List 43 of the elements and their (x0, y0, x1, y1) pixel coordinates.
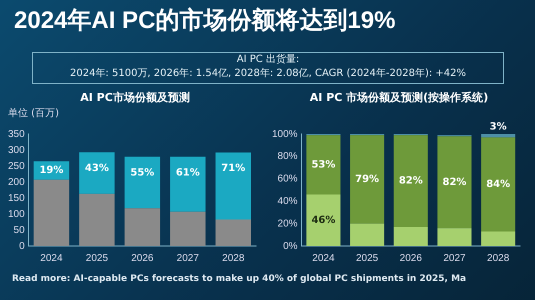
y-tick-label: 250 (8, 160, 26, 172)
x-tick-label: 2026 (131, 252, 154, 264)
text: Read more: AI-capable PCs forecasts to make up 40% of global PC shipments in 2025, Ma (12, 274, 466, 284)
y-tick-label: 100% (272, 128, 298, 140)
y-tick-label: 200 (8, 176, 26, 188)
data-label: 46% (311, 214, 336, 226)
y-tick-label: 0 (19, 240, 26, 252)
y-tick-label: 300 (8, 144, 26, 156)
y-tick-label: 150 (8, 192, 26, 204)
y-tick-label: 40% (278, 196, 298, 207)
x-tick-label: 2024 (312, 252, 335, 264)
annotation: 55% (130, 167, 154, 178)
text: 2024年: 5100万, 2026年: 1.54亿, 2028年: 2.08亿, CAGR (2024年-2028年): +42% (68, 67, 468, 81)
annotation: 19% (39, 165, 64, 176)
data-label: 79% (355, 174, 380, 185)
text: 2024年AI PC的市场份额将达到19% (14, 6, 396, 36)
data-label: 84% (486, 178, 510, 190)
data-label: 53% (311, 159, 336, 170)
chart-title: AI PC 市场份额及预测(按操作系统) (308, 90, 490, 105)
x-tick-label: 2024 (40, 252, 63, 264)
data-label: 82% (398, 176, 423, 187)
y-tick-label: 100 (8, 208, 26, 220)
y-tick-label: 50 (14, 224, 26, 236)
y-tick-label: 60% (278, 174, 298, 185)
y-tick-label: 350 (8, 128, 26, 140)
chart-title: AI PC市场份额及预测 (79, 90, 191, 105)
y-tick-label: 20% (278, 218, 298, 230)
x-tick-label: 2026 (400, 252, 422, 264)
data-label: 82% (442, 176, 466, 188)
y-tick-label: 0% (283, 240, 298, 252)
x-tick-label: 2025 (356, 252, 379, 264)
y-axis-title: 单位 (百万) (8, 106, 59, 120)
annotation: 43% (84, 162, 109, 174)
annotation: 71% (221, 163, 246, 174)
x-tick-label: 2028 (222, 252, 245, 264)
x-tick-label: 2027 (443, 252, 466, 264)
y-tick-label: 80% (278, 151, 298, 162)
x-tick-label: 2027 (176, 252, 200, 264)
x-tick-label: 2025 (86, 252, 108, 264)
data-label: 3% (490, 122, 507, 133)
text: AI PC 出货量: (236, 53, 300, 67)
x-tick-label: 2028 (487, 252, 510, 264)
annotation: 61% (176, 167, 200, 178)
